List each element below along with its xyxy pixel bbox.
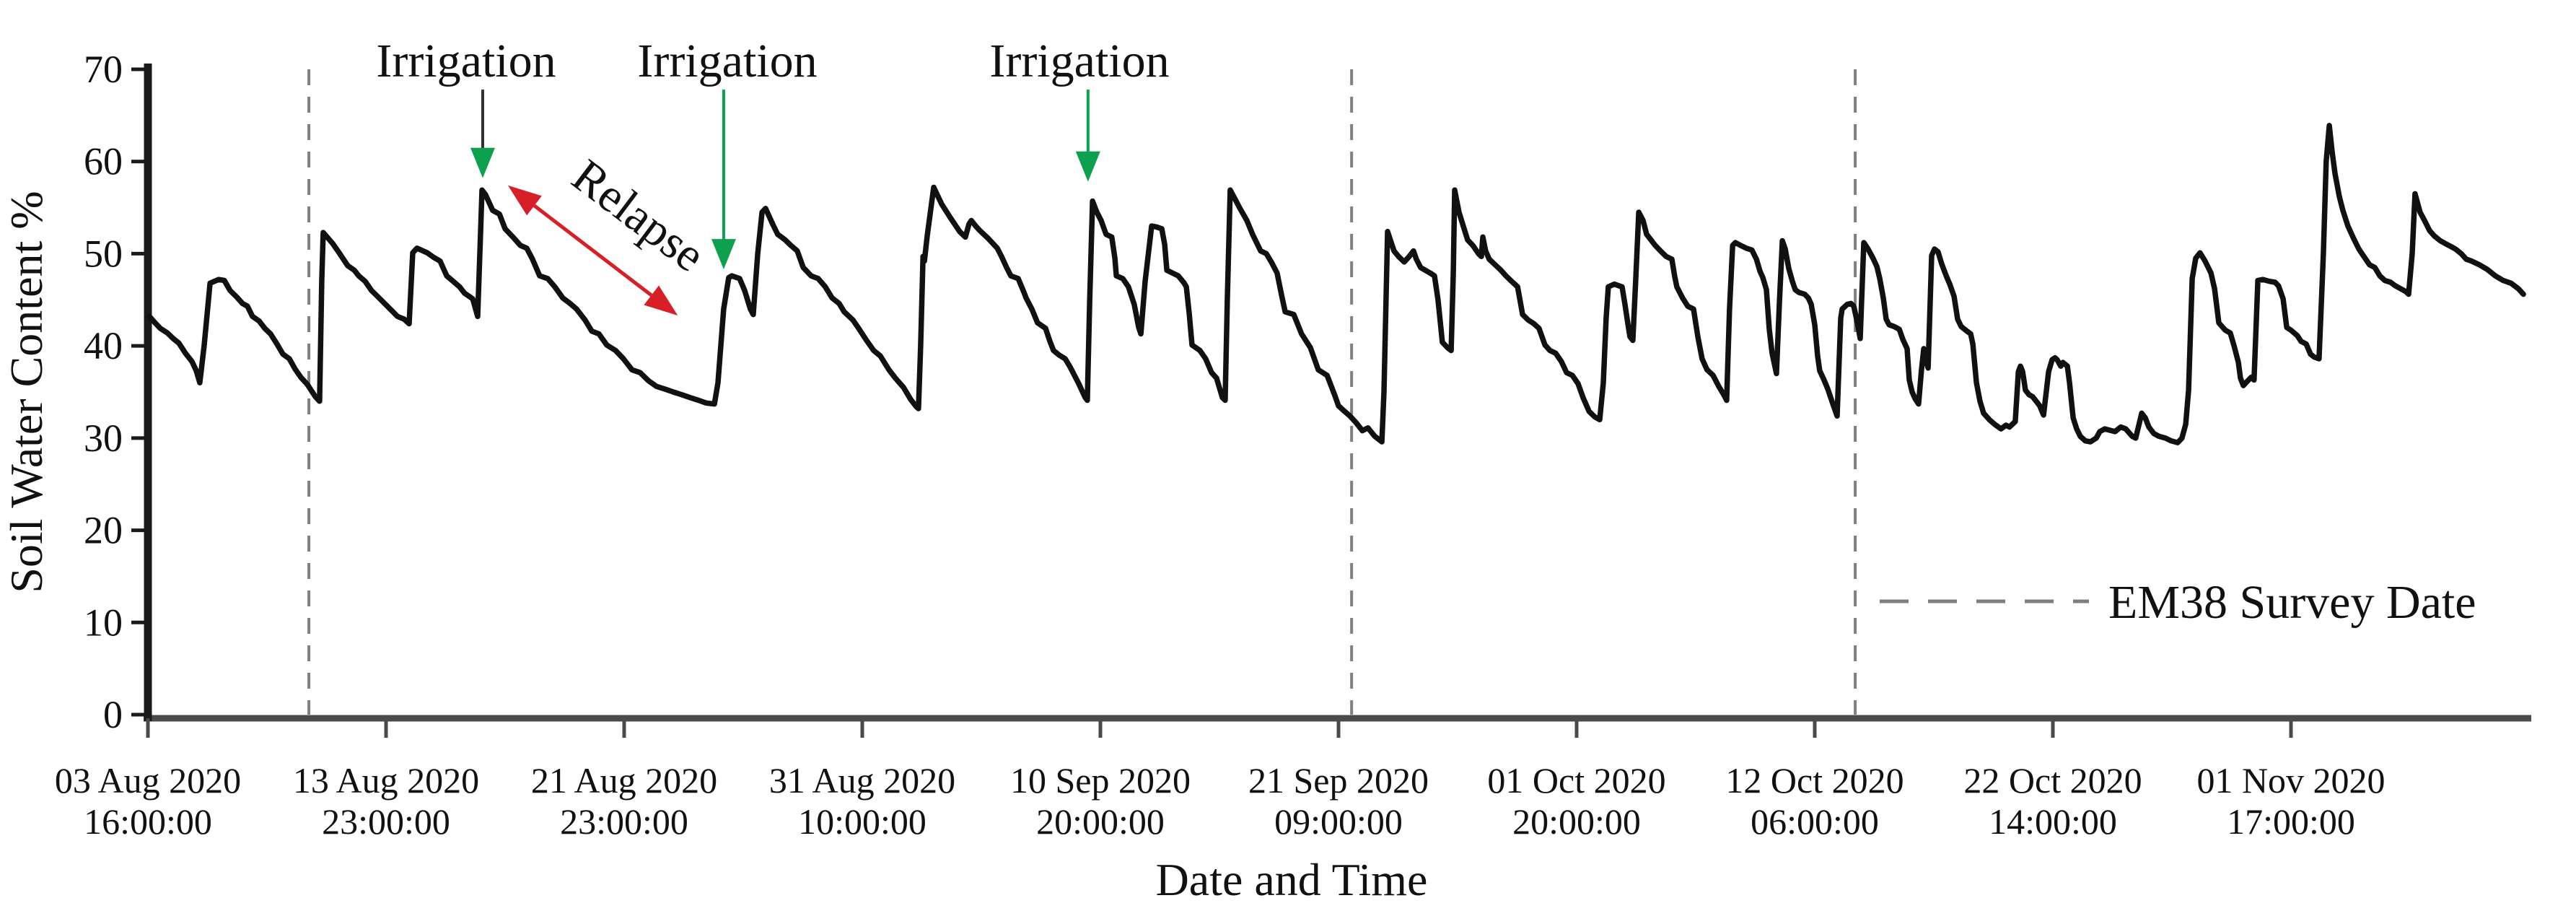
y-axis-title: Soil Water Content %: [1, 191, 52, 593]
irrigation-label: Irrigation: [989, 35, 1169, 87]
x-tick-label-time: 06:00:00: [1751, 801, 1879, 842]
x-tick-label-date: 03 Aug 2020: [55, 760, 241, 801]
x-tick-label-time: 23:00:00: [322, 801, 450, 842]
relapse-arrow-head-icon: [507, 185, 542, 216]
x-tick-label-date: 01 Oct 2020: [1487, 760, 1665, 801]
x-tick-label-date: 31 Aug 2020: [769, 760, 955, 801]
x-tick-label-date: 13 Aug 2020: [293, 760, 479, 801]
x-tick-label-date: 01 Nov 2020: [2196, 760, 2385, 801]
x-tick-label-time: 17:00:00: [2227, 801, 2355, 842]
x-tick-label-date: 10 Sep 2020: [1010, 760, 1191, 801]
y-tick-label: 70: [84, 48, 123, 91]
irrigation-arrow-head-icon: [1075, 151, 1100, 182]
y-tick-label: 50: [84, 232, 123, 275]
relapse-arrow-head-icon: [644, 285, 678, 315]
irrigation-arrow-head-icon: [470, 147, 495, 178]
x-tick-label-time: 14:00:00: [1989, 801, 2117, 842]
x-tick-label-date: 21 Sep 2020: [1248, 760, 1429, 801]
y-tick-label: 40: [84, 324, 123, 367]
legend-label: EM38 Survey Date: [2108, 576, 2476, 629]
x-tick-label-time: 20:00:00: [1512, 801, 1641, 842]
x-tick-label-time: 20:00:00: [1036, 801, 1165, 842]
y-tick-label: 0: [103, 693, 123, 736]
x-axis-title: Date and Time: [1156, 854, 1428, 905]
relapse-arrow-line: [533, 204, 653, 297]
x-tick-label-time: 09:00:00: [1274, 801, 1403, 842]
irrigation-label: Irrigation: [376, 35, 556, 87]
x-tick-label-date: 12 Oct 2020: [1725, 760, 1903, 801]
x-tick-label-time: 16:00:00: [84, 801, 212, 842]
x-tick-label-time: 23:00:00: [560, 801, 688, 842]
y-tick-label: 20: [84, 509, 123, 552]
irrigation-arrow-head-icon: [711, 239, 736, 270]
x-tick-label-date: 22 Oct 2020: [1963, 760, 2142, 801]
x-tick-label-time: 10:00:00: [798, 801, 926, 842]
relapse-label: Relapse: [563, 149, 715, 282]
soil-water-content-series-line: [146, 123, 2526, 445]
y-tick-label: 60: [84, 140, 123, 183]
y-tick-label: 10: [84, 601, 123, 644]
x-tick-label-date: 21 Aug 2020: [531, 760, 717, 801]
y-tick-label: 30: [84, 417, 123, 460]
irrigation-label: Irrigation: [637, 35, 817, 87]
